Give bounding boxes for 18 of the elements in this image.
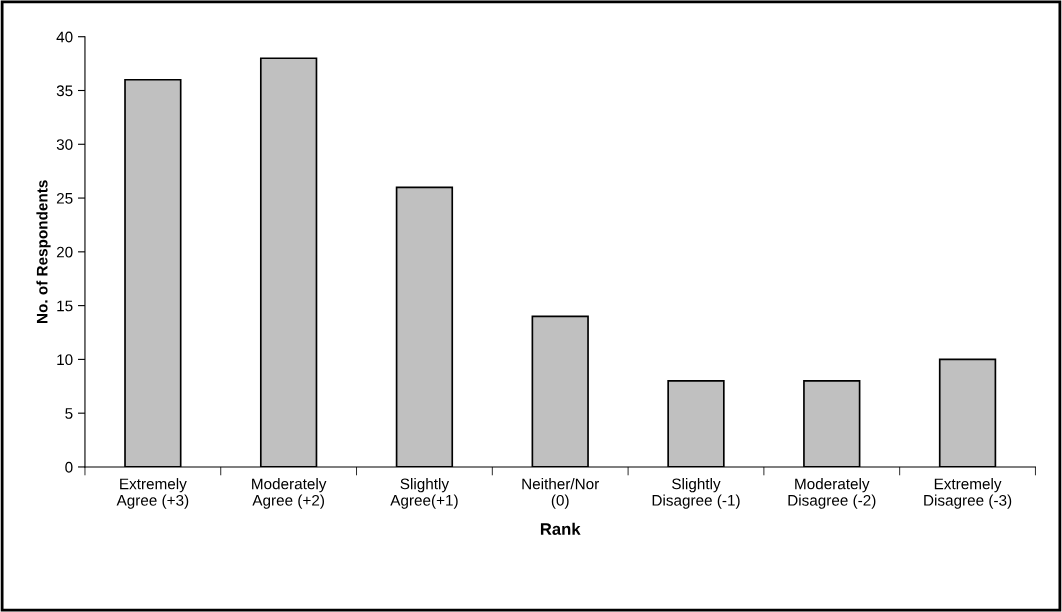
y-tick-label: 20 bbox=[56, 246, 73, 258]
y-tick-label: 40 bbox=[56, 31, 73, 43]
y-tick-label: 5 bbox=[65, 408, 73, 419]
y-tick-label: 25 bbox=[56, 192, 73, 204]
x-tick-label: Extremely Agree (+3) bbox=[116, 478, 189, 509]
y-tick-label: 0 bbox=[65, 461, 73, 473]
y-axis-title: No. of Respondents bbox=[36, 180, 51, 323]
y-tick-label: 35 bbox=[56, 85, 73, 97]
y-tick-label: 30 bbox=[56, 139, 73, 150]
x-tick-label: Neither/Nor (0) bbox=[522, 478, 600, 509]
y-tick-label: 10 bbox=[57, 354, 73, 366]
x-tick-label: Slightly Disagree (-1) bbox=[652, 478, 740, 509]
x-tick-label: Moderately Disagree (-2) bbox=[788, 478, 876, 509]
x-tick-label: Extremely Disagree (-3) bbox=[924, 478, 1012, 509]
x-axis-title: Rank bbox=[540, 522, 581, 535]
x-tick-label: Moderately Agree (+2) bbox=[252, 478, 327, 509]
x-tick-label: Slightly Agree(+1) bbox=[390, 478, 458, 509]
y-tick-label: 15 bbox=[57, 300, 73, 312]
